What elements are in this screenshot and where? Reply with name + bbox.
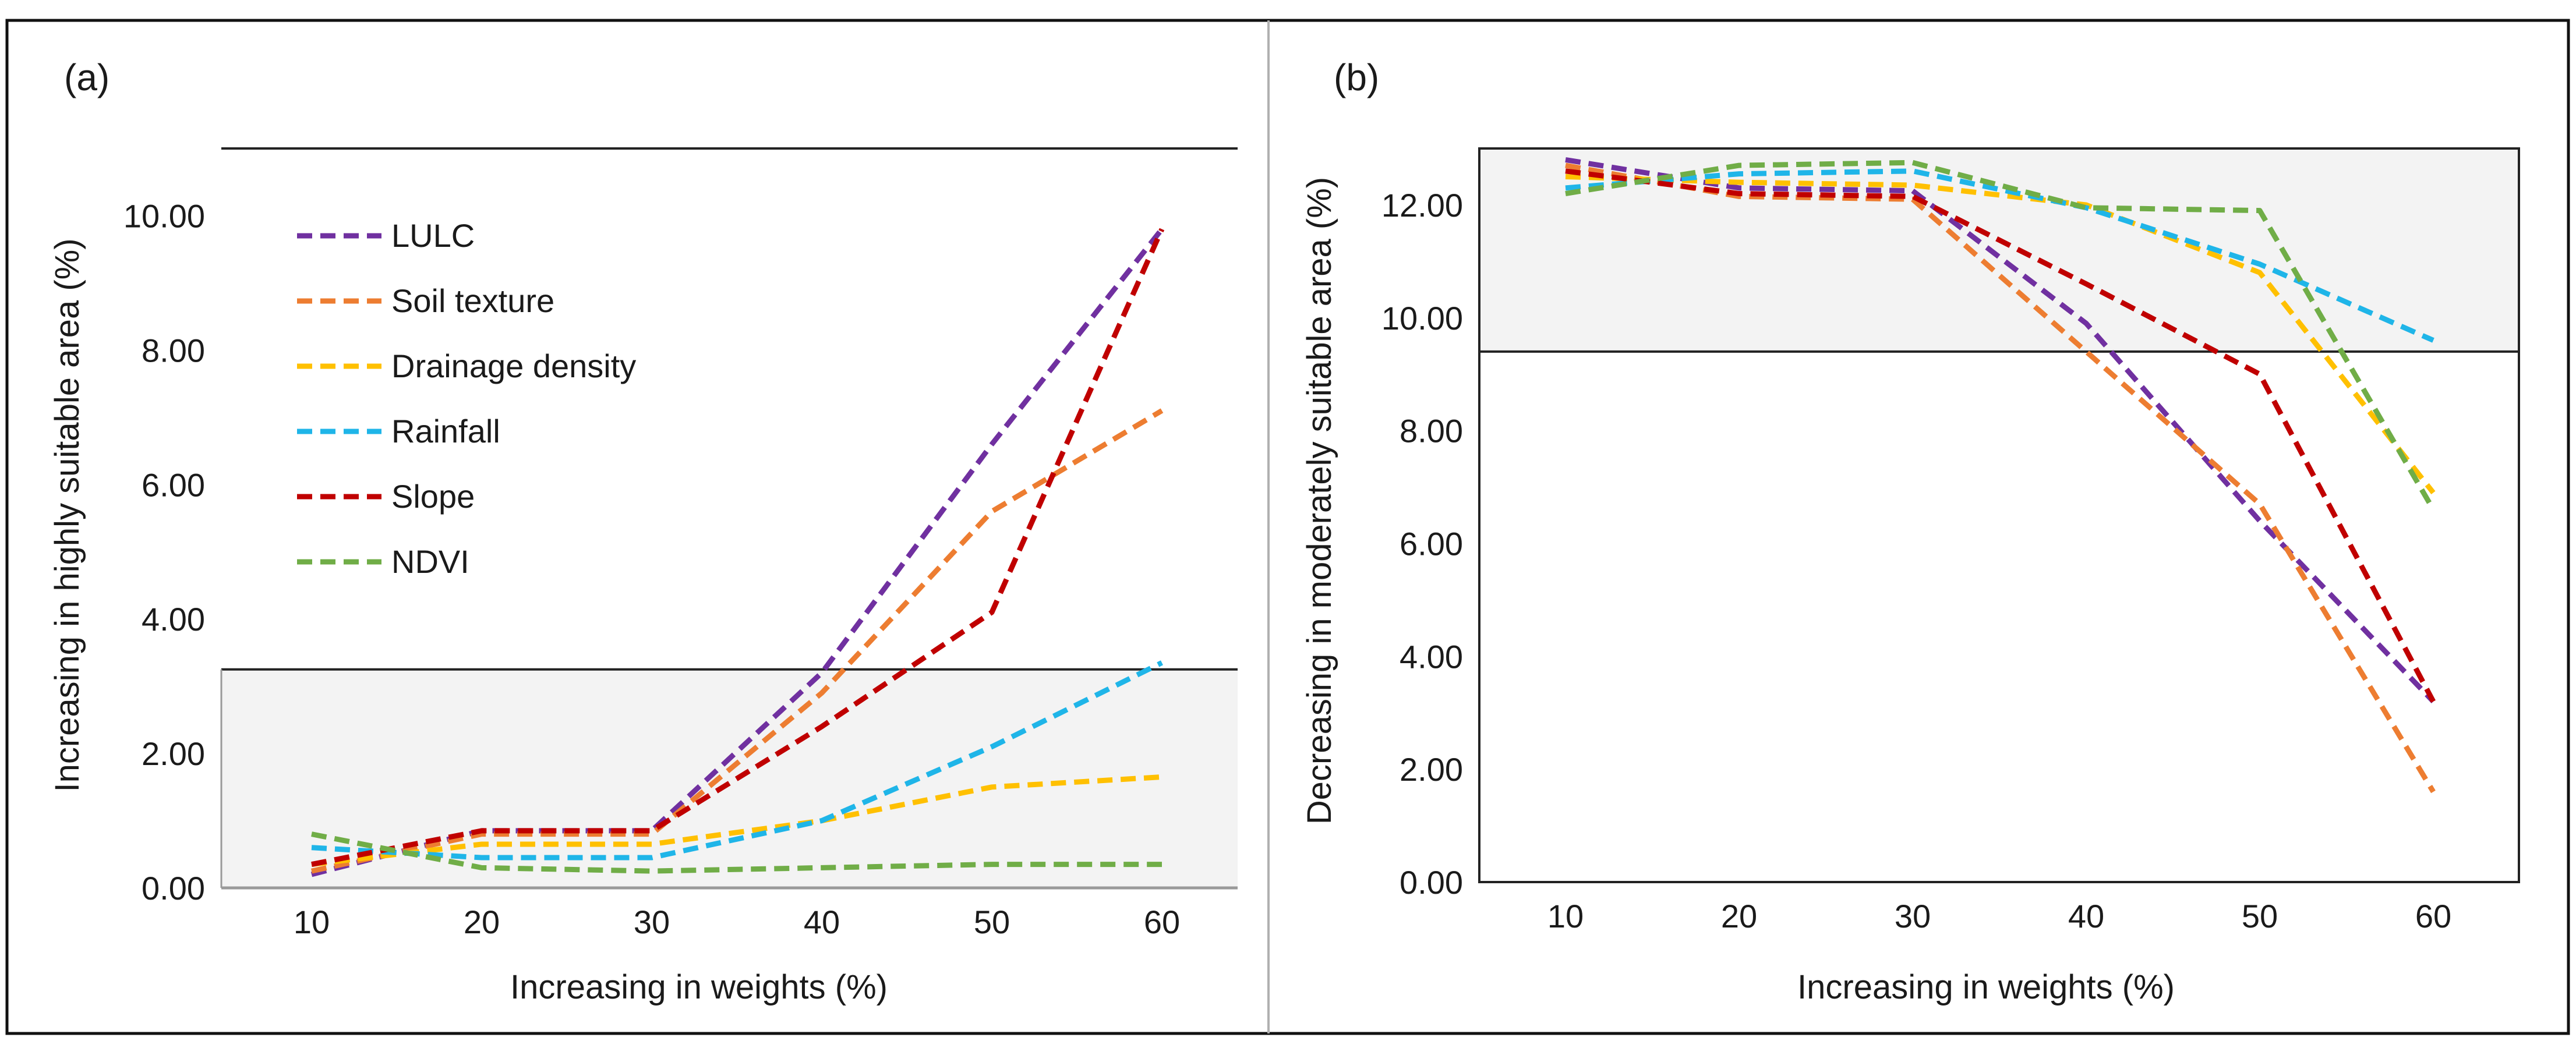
panel-b-x-tick-label: 50 xyxy=(2242,898,2278,934)
panel-a-y-tick-label: 8.00 xyxy=(142,332,205,369)
panel-b-y-tick-label: 2.00 xyxy=(1400,751,1463,788)
legend-label-drainage-density: Drainage density xyxy=(391,348,636,384)
panel-a-x-tick-label: 60 xyxy=(1144,904,1180,940)
panel-b-series-ndvi xyxy=(1565,160,2436,511)
panel-a-x-tick-label: 40 xyxy=(804,904,840,940)
panel-b-label: (b) xyxy=(1334,56,1379,98)
panel-a-series-soil-texture xyxy=(311,408,1164,874)
panel-a-x-tick-label: 10 xyxy=(294,904,330,940)
panel-a-series-drainage-density xyxy=(311,774,1162,868)
panel-b-series-rainfall xyxy=(1565,168,2434,343)
panel-b-plot-frame xyxy=(1478,147,2520,883)
panel-a-x-axis-label: Increasing in weights (%) xyxy=(510,968,888,1006)
panel-b-y-tick-label: 10.00 xyxy=(1381,300,1463,337)
legend-label-rainfall: Rainfall xyxy=(391,413,500,449)
panel-a-y-tick-label: 0.00 xyxy=(142,870,205,907)
panel-a-x-tick-label: 30 xyxy=(634,904,670,940)
panel-b-y-tick-label: 12.00 xyxy=(1381,187,1463,224)
panel-b-y-tick-label: 4.00 xyxy=(1400,638,1463,675)
panel-a-y-tick-label: 2.00 xyxy=(142,735,205,772)
panel-a-y-tick-label: 10.00 xyxy=(123,197,205,234)
panel-a-x-tick-label: 20 xyxy=(464,904,500,940)
legend-label-soil-texture: Soil texture xyxy=(391,282,554,319)
panel-b-series-slope xyxy=(1565,168,2436,703)
panel-b: (b) 0.00 2.00 4.00 6.00 8.00 10.00 12.00 10 20 3… xyxy=(1301,56,2520,1006)
legend-label-lulc: LULC xyxy=(391,217,475,254)
legend-label-slope: Slope xyxy=(391,478,475,515)
panel-b-y-tick-label: 8.00 xyxy=(1400,413,1463,449)
panel-a-label: (a) xyxy=(64,56,109,98)
panel-b-series-drainage-density xyxy=(1565,174,2436,495)
panel-a-series-rainfall xyxy=(311,660,1163,861)
panel-b-x-axis-label: Increasing in weights (%) xyxy=(1797,968,2175,1006)
panel-b-x-tick-label: 40 xyxy=(2068,898,2104,934)
panel-a-y-tick-label: 4.00 xyxy=(142,601,205,638)
panel-b-shaded-band xyxy=(1479,148,2519,352)
panel-b-y-axis-label: Decreasing in moderately suitable area (… xyxy=(1301,177,1338,824)
panel-b-x-tick-label: 20 xyxy=(1721,898,1757,934)
panel-a-series-ndvi xyxy=(311,831,1162,874)
panel-a-y-axis-label: Increasing in highly suitable area (%) xyxy=(48,238,86,792)
panel-a-x-tick-label: 50 xyxy=(974,904,1010,940)
panel-b-y-tick-label: 6.00 xyxy=(1400,525,1463,562)
panel-b-x-tick-label: 30 xyxy=(1895,898,1931,934)
panel-a-y-tick-label: 6.00 xyxy=(142,466,205,503)
panel-b-y-tick-label: 0.00 xyxy=(1400,864,1463,901)
panel-b-x-tick-label: 60 xyxy=(2415,898,2451,934)
panel-a-series-slope xyxy=(311,228,1165,868)
legend-label-ndvi: NDVI xyxy=(391,543,469,580)
panel-a: (a) 0.00 2.00 4.00 6.00 8.00 10.00 10 20 30 40 50… xyxy=(48,56,1238,1006)
panel-b-x-tick-label: 10 xyxy=(1547,898,1584,934)
